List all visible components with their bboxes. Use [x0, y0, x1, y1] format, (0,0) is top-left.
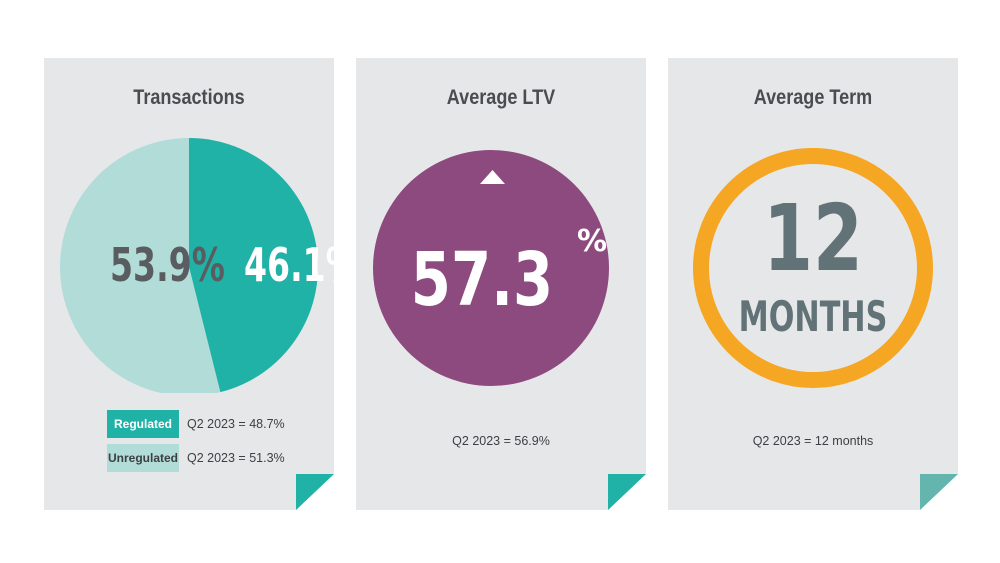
pie-label-regulated: 46.1%: [244, 240, 334, 293]
legend-item-regulated: Regulated Q2 2023 = 48.7%: [107, 410, 285, 438]
term-unit: MONTHS: [739, 292, 888, 341]
pie-chart: 46.1% 53.9%: [60, 138, 334, 393]
corner-fold: [608, 474, 646, 510]
ltv-circle-shape: [373, 150, 609, 386]
card-average-term: Average Term 12 MONTHS Q2 2023 = 12 mont…: [668, 58, 958, 510]
trend-up-arrow-icon: [480, 170, 505, 184]
pie-label-unregulated: 53.9%: [110, 240, 225, 293]
term-value: 12: [763, 185, 863, 292]
term-comparison: Q2 2023 = 12 months: [752, 434, 874, 448]
term-ring-shape: [693, 148, 933, 388]
legend-swatch-unregulated: Unregulated: [107, 444, 179, 472]
term-ring: 12 MONTHS: [693, 148, 933, 388]
card-average-ltv: Average LTV 57.3 % Q2 2023 = 56.9%: [356, 58, 646, 510]
corner-fold: [920, 474, 958, 510]
corner-fold: [296, 474, 334, 510]
card-title: Average Term: [753, 86, 873, 109]
pie-slice-regulated: [189, 138, 318, 393]
legend-swatch-regulated: Regulated: [107, 410, 179, 438]
legend-comparison-regulated: Q2 2023 = 48.7%: [187, 417, 285, 431]
legend-item-unregulated: Unregulated Q2 2023 = 51.3%: [107, 444, 285, 472]
card-transactions: Transactions 46.1% 53.9% Regulated Q2 202…: [44, 58, 334, 510]
ltv-comparison: Q2 2023 = 56.9%: [452, 434, 550, 448]
ltv-unit: %: [577, 224, 607, 259]
card-title: Average LTV: [446, 86, 556, 109]
pie-slice-unregulated: [60, 138, 221, 393]
ltv-circle: 57.3 %: [373, 150, 609, 386]
ltv-value: 57.3: [411, 236, 553, 323]
legend-comparison-unregulated: Q2 2023 = 51.3%: [187, 451, 285, 465]
card-title: Transactions: [133, 86, 245, 109]
